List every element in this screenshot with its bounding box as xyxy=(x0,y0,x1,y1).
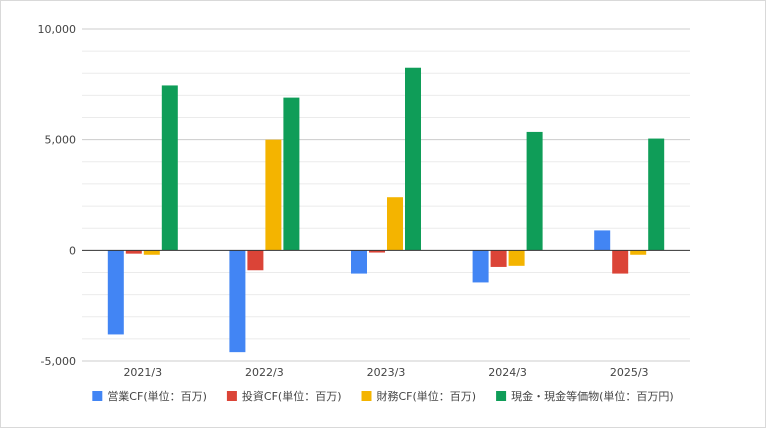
bar xyxy=(229,250,246,353)
legend-swatch xyxy=(226,391,237,401)
bar xyxy=(351,250,367,274)
gridlines xyxy=(82,28,690,362)
y-tick-label: -5,000 xyxy=(41,355,76,368)
x-tick-label: 2023/3 xyxy=(367,366,406,379)
bar xyxy=(387,197,403,251)
x-tick-label: 2025/3 xyxy=(610,366,649,379)
bar xyxy=(508,250,525,266)
bar xyxy=(161,85,178,251)
y-tick-label: 5,000 xyxy=(45,134,77,147)
x-tick-label: 2022/3 xyxy=(245,366,284,379)
legend-label: 投資CF(単位：百万) xyxy=(242,389,342,403)
bar xyxy=(648,138,665,251)
y-tick-label: 10,000 xyxy=(38,23,77,36)
bar xyxy=(594,230,611,251)
legend-label: 財務CF(単位：百万) xyxy=(377,389,477,403)
bar xyxy=(125,250,142,254)
legend-label: 営業CF(単位：百万) xyxy=(107,389,207,403)
bar xyxy=(143,250,160,255)
legend-item: 投資CF(単位：百万) xyxy=(226,389,342,403)
y-tick-label: 0 xyxy=(69,244,76,257)
bar xyxy=(405,67,421,251)
x-axis-tick-labels: 2021/3 2022/3 2023/3 2024/3 2025/3 xyxy=(123,366,648,379)
bar xyxy=(526,131,543,251)
legend-item: 現金・現金等価物(単位：百万円) xyxy=(496,389,674,403)
bar xyxy=(472,250,489,283)
bar xyxy=(630,250,647,255)
legend-item: 財務CF(単位：百万) xyxy=(361,389,477,403)
bar xyxy=(247,250,264,271)
legend-swatch xyxy=(496,391,507,401)
legend-label: 現金・現金等価物(単位：百万円) xyxy=(511,389,674,403)
bars xyxy=(107,67,665,353)
bar xyxy=(612,250,629,274)
legend: 営業CF(単位：百万) 投資CF(単位：百万) 財務CF(単位：百万) 現金・現金等価… xyxy=(92,389,674,403)
bar xyxy=(107,250,124,335)
legend-item: 営業CF(単位：百万) xyxy=(92,389,207,403)
bar xyxy=(283,97,300,251)
x-tick-label: 2021/3 xyxy=(123,366,162,379)
y-axis-tick-labels: 10,000 5,000 0 -5,000 xyxy=(38,23,77,368)
bar xyxy=(265,139,282,251)
legend-swatch xyxy=(92,391,103,401)
bar xyxy=(369,250,385,253)
legend-swatch xyxy=(361,391,372,401)
x-tick-label: 2024/3 xyxy=(488,366,527,379)
bar xyxy=(490,250,507,267)
